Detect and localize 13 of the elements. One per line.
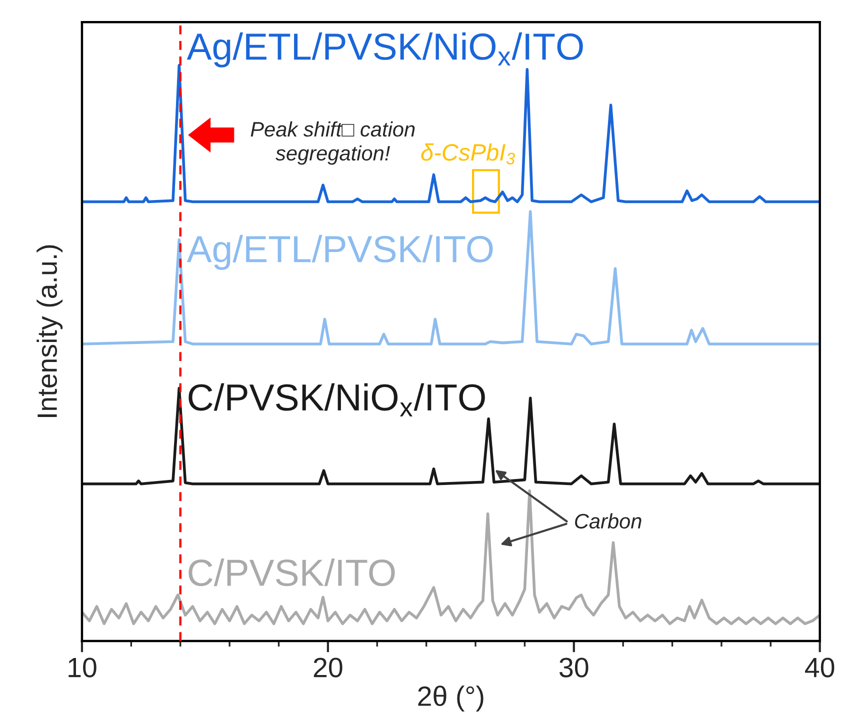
annotation: δ-CsPbI$_{3}$ xyxy=(421,143,515,164)
annotation: Peak shift□ cation segregation! xyxy=(250,121,415,165)
series-label: Ag/ETL/PVSK/NiO$_{x}$/ITO xyxy=(186,32,583,68)
series-label: Ag/ETL/PVSK/ITO xyxy=(186,234,493,270)
x-axis-title: 2θ (°) xyxy=(418,686,484,712)
x-tick-label: 40 xyxy=(805,658,834,678)
series-label: C/PVSK/NiO$_{x}$/ITO xyxy=(188,383,485,416)
x-tick-label: 30 xyxy=(560,658,588,678)
x-tick-label: 20 xyxy=(314,658,342,678)
y-axis-title: Intensity (a.u.) xyxy=(36,245,63,418)
annotation: Carbon xyxy=(575,513,642,529)
x-tick-label: 10 xyxy=(68,658,96,678)
series-label: C/PVSK/ITO xyxy=(188,558,395,586)
